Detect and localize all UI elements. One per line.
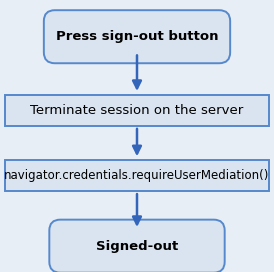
Text: Terminate session on the server: Terminate session on the server [30,104,244,117]
FancyBboxPatch shape [49,220,225,272]
FancyBboxPatch shape [44,10,230,63]
Text: navigator.credentials.requireUserMediation(): navigator.credentials.requireUserMediati… [4,169,270,182]
FancyBboxPatch shape [5,95,269,126]
Text: Press sign-out button: Press sign-out button [56,30,218,43]
FancyBboxPatch shape [5,160,269,191]
Text: Signed-out: Signed-out [96,240,178,253]
